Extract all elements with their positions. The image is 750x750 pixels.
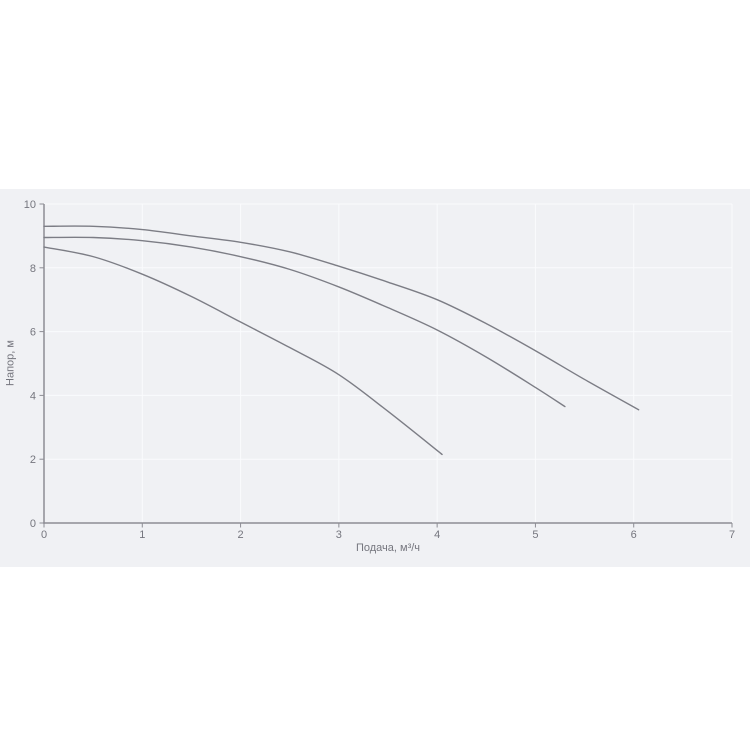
y-tick-label: 0 (30, 518, 36, 530)
x-tick-label: 4 (434, 529, 440, 541)
pump-curve (43, 236, 566, 408)
x-tick-label: 1 (139, 529, 145, 541)
x-axis-title: Подача, м³/ч (355, 542, 421, 554)
chart-panel: 0 1 2 3 4 5 6 7 0 2 4 6 8 10 Подача, м³/ч Напор, м (0, 189, 750, 567)
x-tick-label: 6 (631, 529, 637, 541)
y-tick-label: 10 (24, 199, 36, 211)
y-tick-label: 4 (30, 390, 36, 402)
y-tick-label: 8 (30, 263, 36, 275)
pump-curve (43, 246, 443, 456)
y-tick-label: 2 (30, 454, 36, 466)
y-axis-title: Напор, м (4, 340, 17, 386)
x-tick-label: 3 (336, 529, 342, 541)
y-tick-label: 6 (30, 327, 36, 339)
x-tick-label: 2 (238, 529, 244, 541)
chart-svg: 0 1 2 3 4 5 6 7 0 2 4 6 8 10 (24, 199, 735, 541)
pump-curve (43, 225, 640, 411)
x-tick-label: 0 (41, 529, 47, 541)
x-tick-label: 7 (729, 529, 735, 541)
x-tick-label: 5 (532, 529, 538, 541)
